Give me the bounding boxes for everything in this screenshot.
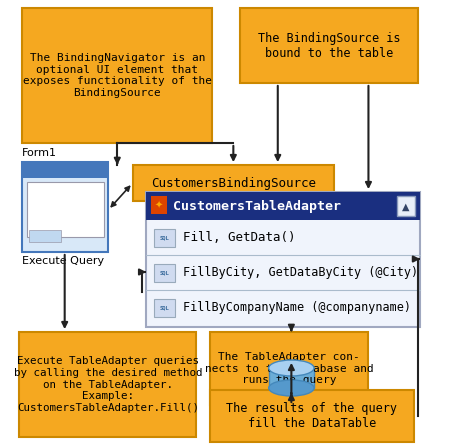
Text: SQL: SQL [159,305,169,310]
FancyBboxPatch shape [29,230,61,242]
Text: The results of the query
fill the DataTable: The results of the query fill the DataTa… [226,402,397,430]
FancyBboxPatch shape [154,299,175,316]
FancyBboxPatch shape [22,8,212,143]
FancyBboxPatch shape [154,228,175,247]
Text: SQL: SQL [159,235,169,240]
Text: ✦: ✦ [155,201,163,211]
Text: The BindingNavigator is an
optional UI element that
exposes functionality of the: The BindingNavigator is an optional UI e… [23,53,212,98]
FancyBboxPatch shape [22,162,108,252]
Text: Execute Query: Execute Query [22,256,104,266]
FancyBboxPatch shape [27,182,104,237]
Text: The TableAdapter con-
nects to the database and
runs the query: The TableAdapter con- nects to the datab… [205,352,373,385]
FancyBboxPatch shape [133,165,334,201]
FancyBboxPatch shape [19,332,196,437]
Text: FillByCity, GetDataByCity (@City): FillByCity, GetDataByCity (@City) [183,266,418,279]
Text: FillByCompanyName (@companyname): FillByCompanyName (@companyname) [183,301,410,314]
FancyBboxPatch shape [210,390,414,442]
Ellipse shape [269,360,314,376]
FancyBboxPatch shape [154,263,175,282]
FancyBboxPatch shape [210,332,368,405]
Text: The BindingSource is
bound to the table: The BindingSource is bound to the table [258,32,400,60]
Text: Fill, GetData(): Fill, GetData() [183,231,295,244]
FancyBboxPatch shape [22,162,108,178]
Text: CustomersTableAdapter: CustomersTableAdapter [173,199,342,213]
FancyBboxPatch shape [240,8,418,83]
FancyBboxPatch shape [269,368,314,388]
Text: Form1: Form1 [22,148,57,158]
Text: SQL: SQL [159,270,169,275]
Text: ▲: ▲ [402,202,410,212]
FancyBboxPatch shape [151,196,167,214]
Text: Execute TableAdapter queries
by calling the desired method
on the TableAdapter.
: Execute TableAdapter queries by calling … [14,356,202,413]
FancyBboxPatch shape [146,192,420,327]
FancyBboxPatch shape [146,192,420,220]
Ellipse shape [269,380,314,396]
Text: CustomersBindingSource: CustomersBindingSource [151,177,316,190]
FancyBboxPatch shape [396,196,414,216]
